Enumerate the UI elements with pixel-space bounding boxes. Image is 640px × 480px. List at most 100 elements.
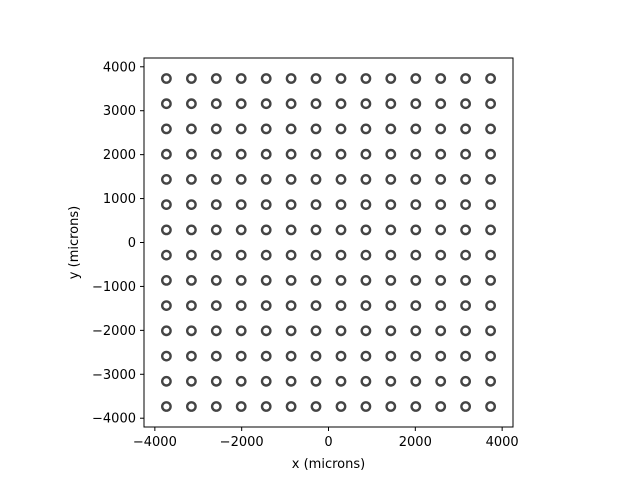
data-point bbox=[335, 98, 347, 110]
data-point bbox=[485, 173, 496, 185]
data-point bbox=[185, 98, 197, 110]
data-point bbox=[260, 350, 272, 362]
data-point bbox=[310, 325, 322, 337]
data-point bbox=[160, 199, 172, 211]
data-point bbox=[160, 375, 172, 387]
data-point bbox=[360, 401, 372, 412]
y-tick-label: 3000 bbox=[103, 104, 136, 119]
data-point bbox=[310, 249, 322, 261]
data-point bbox=[310, 224, 322, 236]
data-point bbox=[435, 73, 447, 84]
data-point bbox=[460, 224, 471, 236]
data-point bbox=[360, 375, 372, 387]
data-point bbox=[210, 224, 222, 236]
data-point bbox=[460, 148, 471, 160]
data-point bbox=[210, 123, 222, 135]
data-point bbox=[385, 375, 397, 387]
data-point bbox=[260, 173, 272, 185]
data-point bbox=[160, 350, 172, 362]
data-point bbox=[260, 98, 272, 110]
data-point bbox=[285, 300, 297, 311]
data-point bbox=[435, 224, 447, 236]
data-point bbox=[210, 274, 222, 286]
data-point bbox=[235, 199, 247, 211]
data-point bbox=[210, 350, 222, 362]
data-point bbox=[260, 123, 272, 135]
data-point bbox=[360, 123, 372, 135]
data-point bbox=[310, 350, 322, 362]
x-tick-label: 2000 bbox=[399, 435, 432, 450]
data-point bbox=[310, 274, 322, 286]
x-tick-label: −2000 bbox=[220, 435, 264, 450]
data-point bbox=[460, 274, 471, 286]
data-point bbox=[485, 148, 496, 160]
data-point bbox=[410, 350, 422, 362]
data-point bbox=[385, 401, 397, 412]
plot-frame bbox=[143, 57, 514, 428]
data-point bbox=[435, 401, 447, 412]
data-point bbox=[435, 98, 447, 110]
data-point bbox=[285, 199, 297, 211]
data-point bbox=[160, 224, 172, 236]
y-tick-label: −3000 bbox=[92, 368, 136, 383]
data-point bbox=[335, 199, 347, 211]
data-point bbox=[485, 300, 496, 311]
data-point bbox=[335, 274, 347, 286]
data-point bbox=[335, 73, 347, 84]
data-point bbox=[335, 300, 347, 311]
y-tick-label: 4000 bbox=[103, 60, 136, 75]
data-point bbox=[285, 224, 297, 236]
data-point bbox=[285, 274, 297, 286]
data-point bbox=[260, 148, 272, 160]
data-point bbox=[285, 375, 297, 387]
data-point bbox=[160, 98, 172, 110]
data-point bbox=[160, 73, 172, 84]
data-point bbox=[435, 199, 447, 211]
data-point bbox=[435, 375, 447, 387]
data-point bbox=[485, 249, 496, 261]
data-point bbox=[285, 401, 297, 412]
data-point bbox=[485, 123, 496, 135]
data-point bbox=[410, 274, 422, 286]
data-point bbox=[160, 173, 172, 185]
data-point bbox=[310, 148, 322, 160]
data-point bbox=[360, 249, 372, 261]
data-point bbox=[210, 325, 222, 337]
data-point bbox=[385, 224, 397, 236]
data-point bbox=[185, 300, 197, 311]
data-point bbox=[285, 325, 297, 337]
data-point bbox=[385, 300, 397, 311]
y-tick-label: −1000 bbox=[92, 280, 136, 295]
data-point bbox=[185, 199, 197, 211]
data-point bbox=[360, 98, 372, 110]
data-point bbox=[360, 148, 372, 160]
data-point bbox=[260, 401, 272, 412]
data-point bbox=[210, 199, 222, 211]
data-point bbox=[260, 375, 272, 387]
y-tick-label: −4000 bbox=[92, 412, 136, 427]
data-point bbox=[310, 173, 322, 185]
data-point bbox=[435, 123, 447, 135]
data-point bbox=[235, 300, 247, 311]
data-point bbox=[410, 123, 422, 135]
data-point bbox=[435, 350, 447, 362]
data-point bbox=[260, 249, 272, 261]
data-point bbox=[410, 199, 422, 211]
data-point bbox=[460, 350, 471, 362]
data-point bbox=[335, 350, 347, 362]
data-point bbox=[235, 249, 247, 261]
data-point bbox=[385, 173, 397, 185]
x-tick-label: 4000 bbox=[486, 435, 519, 450]
data-point bbox=[160, 401, 172, 412]
data-point bbox=[210, 249, 222, 261]
data-point bbox=[160, 148, 172, 160]
data-point bbox=[185, 249, 197, 261]
data-point bbox=[410, 300, 422, 311]
data-point bbox=[210, 98, 222, 110]
data-point bbox=[485, 401, 496, 412]
y-axis: −4000 −3000 −2000 −1000 0 1000 2000 3000 4000 bbox=[92, 60, 144, 427]
data-point bbox=[160, 325, 172, 337]
data-point bbox=[185, 148, 197, 160]
data-point bbox=[210, 300, 222, 311]
